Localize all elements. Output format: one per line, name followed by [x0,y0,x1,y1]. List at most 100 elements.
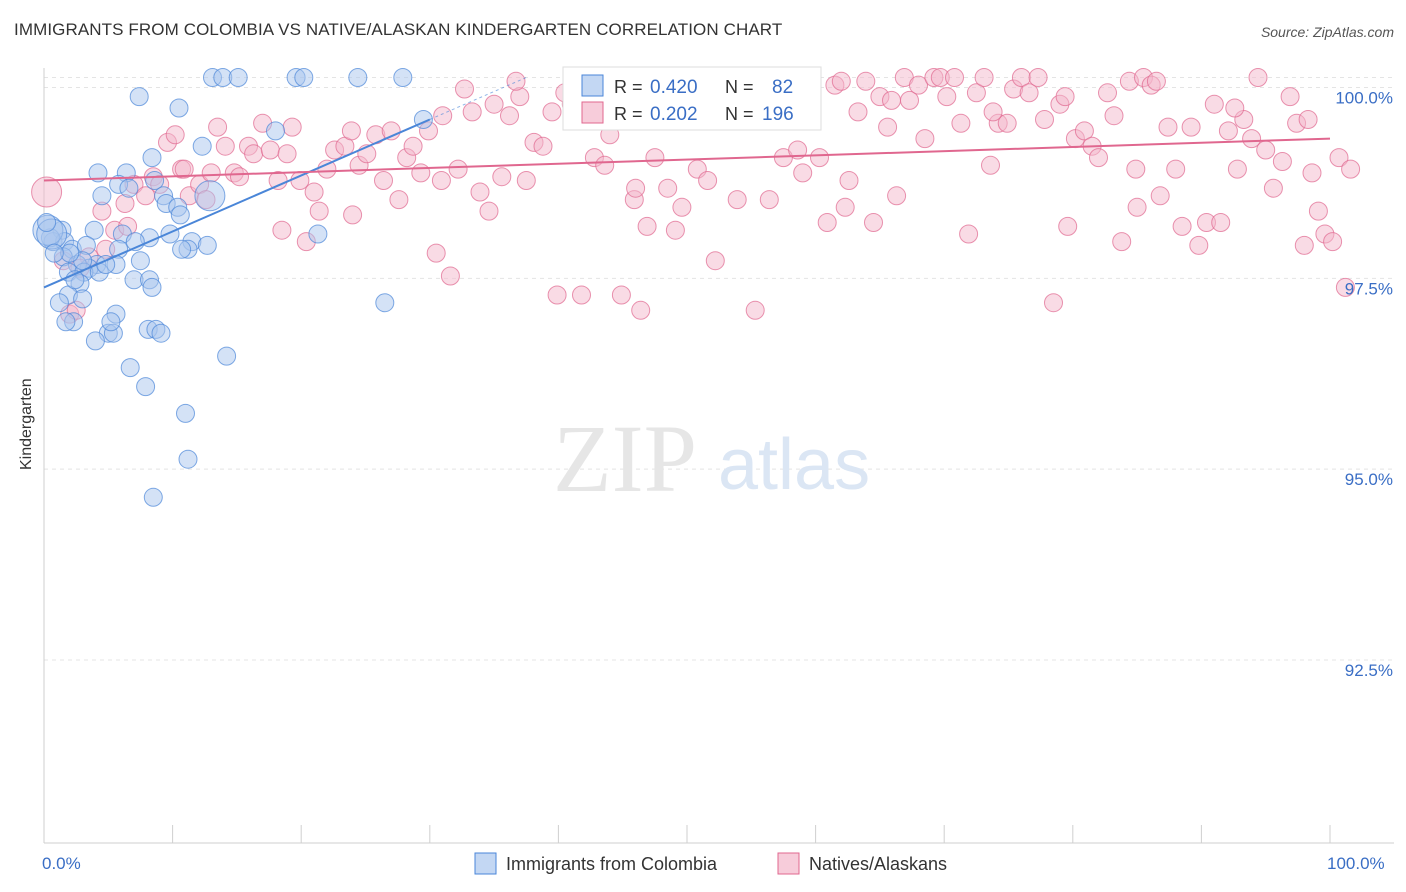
natives-point [201,163,221,183]
natives-point [343,205,363,225]
colombia-point [375,293,395,313]
gridlines [44,77,1394,661]
natives-point [839,171,859,190]
colombia-point [119,178,139,198]
natives-point [1280,87,1300,107]
natives-point [492,167,512,187]
trend-lines [43,77,1331,289]
natives-point [317,159,337,179]
natives-point [759,190,779,210]
natives-point [484,94,504,114]
natives-point [1263,178,1283,198]
natives-point [282,117,302,137]
natives-point [403,136,423,156]
natives-point [611,285,631,305]
natives-point [230,167,249,187]
natives-point [658,178,678,198]
natives-point [516,171,536,190]
natives-point [788,140,808,160]
natives-point [309,201,329,221]
natives-point [1019,83,1039,103]
natives-point [448,159,468,179]
colombia-point [120,358,140,378]
natives-point [915,129,935,149]
natives-point [31,176,63,208]
natives-point [1150,186,1170,206]
natives-point [705,251,725,271]
natives-point [1089,148,1108,168]
watermark: ZIP atlas [553,405,870,512]
natives-point [1189,235,1209,255]
natives-point [937,87,957,107]
colombia-point [192,136,212,156]
colombia-point [49,293,69,313]
natives-point [878,117,898,137]
natives-point [1181,117,1201,137]
colombia-point [84,220,104,240]
natives-point [1127,197,1147,217]
natives-point [1302,163,1322,183]
natives-point [455,79,474,99]
natives-point [631,300,651,320]
natives-point [1098,83,1117,103]
natives-point [966,83,986,103]
natives-point [856,71,876,91]
stats-r-label-2: R = [614,104,648,124]
natives-point [626,178,646,198]
natives-point [426,243,446,263]
natives-point [1204,94,1224,114]
natives-point [672,197,692,217]
natives-point [981,155,1000,175]
natives-point [433,106,453,126]
x-tick-label-min: 0.0% [42,854,81,873]
natives-point [1044,293,1063,313]
natives-point [1248,68,1268,87]
stats-legend: R = 0.420 N = 82 R = 0.202 N = 196 [562,66,822,131]
colombia-point [73,289,93,309]
natives-point [260,140,280,160]
trend-line-colombia [43,118,431,289]
legend-label-colombia: Immigrants from Colombia [506,854,718,874]
natives-point [831,71,851,91]
natives-point [817,213,837,232]
natives-point [1256,140,1276,160]
natives-point [909,75,928,95]
chart-title: IMMIGRANTS FROM COLOMBIA VS NATIVE/ALASK… [14,20,783,39]
natives-point [1028,68,1048,87]
natives-point [1126,159,1146,179]
colombia-point [44,243,64,263]
natives-point [411,163,431,183]
natives-point [848,102,868,122]
natives-point [374,171,393,190]
natives-point [547,285,567,305]
natives-point [1055,87,1075,107]
colombia-point [143,487,163,507]
colombia-point [101,312,121,332]
y-tick-labels: 100.0% 97.5% 95.0% 92.5% [1335,89,1393,681]
colombia-point [294,68,314,87]
natives-point [637,216,657,236]
stats-r-value-2: 0.202 [650,104,698,125]
natives-point [1308,201,1328,221]
y-tick-label-2: 95.0% [1345,470,1393,489]
natives-point [1172,216,1192,236]
natives-point [1272,152,1292,171]
stats-n-label-2: N = [725,104,759,124]
natives-point [1104,106,1124,126]
colombia-point [393,68,413,87]
natives-point [793,163,813,183]
colombia-point [176,403,195,423]
colombia-point [129,87,149,107]
colombia-point [37,213,57,232]
colombia-point [136,377,156,397]
natives-point [1298,110,1318,129]
stats-swatch-blue [581,74,604,97]
natives-point [959,224,979,244]
series-colombia-points [32,68,433,507]
natives-point [1323,232,1343,252]
natives-point [244,144,264,164]
stats-n-label-1: N = [725,77,759,97]
natives-point [1341,159,1361,179]
natives-point [431,171,451,190]
natives-point [835,197,855,217]
